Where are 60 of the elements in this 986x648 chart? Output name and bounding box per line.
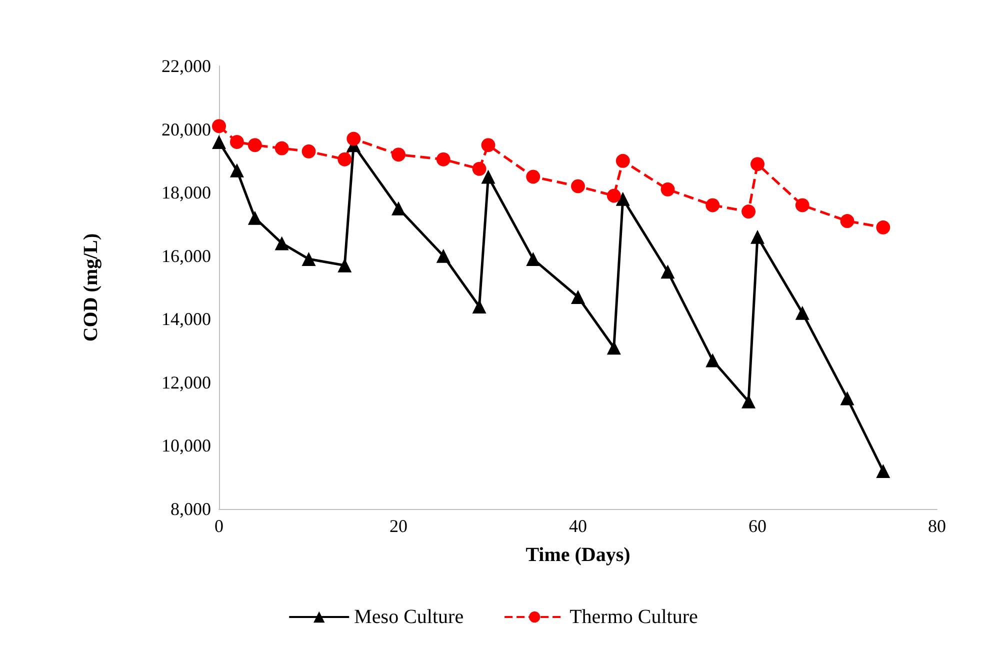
point	[526, 252, 540, 266]
point	[436, 152, 450, 166]
point	[750, 230, 764, 244]
x-tick-label: 80	[928, 516, 946, 536]
point	[274, 141, 289, 156]
point	[274, 236, 289, 250]
point	[616, 192, 630, 206]
point	[248, 210, 262, 225]
point	[616, 154, 630, 168]
x-tick-label: 40	[569, 516, 587, 536]
point	[302, 252, 316, 266]
point	[606, 340, 621, 355]
point	[840, 214, 854, 228]
point	[526, 170, 540, 184]
point	[230, 163, 244, 178]
point	[302, 144, 316, 158]
y-axis-title: COD (mg/L)	[80, 233, 102, 342]
point	[876, 464, 890, 478]
y-tick-label: 12,000	[162, 372, 211, 392]
y-tick-label: 10,000	[162, 436, 211, 456]
point	[248, 138, 262, 152]
point	[481, 138, 496, 152]
point	[840, 391, 854, 406]
point	[436, 248, 450, 263]
point	[706, 353, 720, 368]
x-tick-label: 0	[214, 516, 224, 536]
point	[481, 170, 496, 184]
point	[660, 264, 675, 279]
legend-label: Meso Culture	[354, 606, 464, 628]
point	[742, 394, 756, 408]
point	[795, 306, 810, 320]
point	[338, 152, 352, 166]
point	[472, 299, 486, 314]
point	[750, 157, 764, 172]
point	[706, 198, 720, 212]
x-tick-label: 60	[748, 516, 766, 536]
point	[338, 258, 352, 272]
legend-label: Thermo Culture	[570, 606, 698, 628]
point	[392, 201, 406, 216]
point	[795, 198, 810, 212]
y-tick-label: 14,000	[162, 309, 211, 330]
y-tick-label: 22,000	[162, 56, 211, 76]
point	[876, 220, 890, 234]
point	[346, 132, 361, 146]
y-tick-label: 16,000	[162, 246, 211, 266]
x-tick-label: 20	[390, 516, 408, 536]
y-tick-label: 8,000	[170, 499, 211, 519]
point	[472, 162, 486, 176]
point	[212, 134, 226, 149]
point	[660, 182, 675, 196]
point	[230, 134, 244, 149]
point	[571, 290, 585, 304]
point	[212, 119, 226, 134]
y-tick-label: 20,000	[162, 119, 211, 140]
point	[742, 204, 756, 219]
point	[392, 148, 406, 162]
y-tick-label: 18,000	[162, 182, 211, 203]
point	[606, 188, 621, 203]
point	[571, 179, 585, 194]
x-axis-title: Time (Days)	[526, 544, 630, 566]
